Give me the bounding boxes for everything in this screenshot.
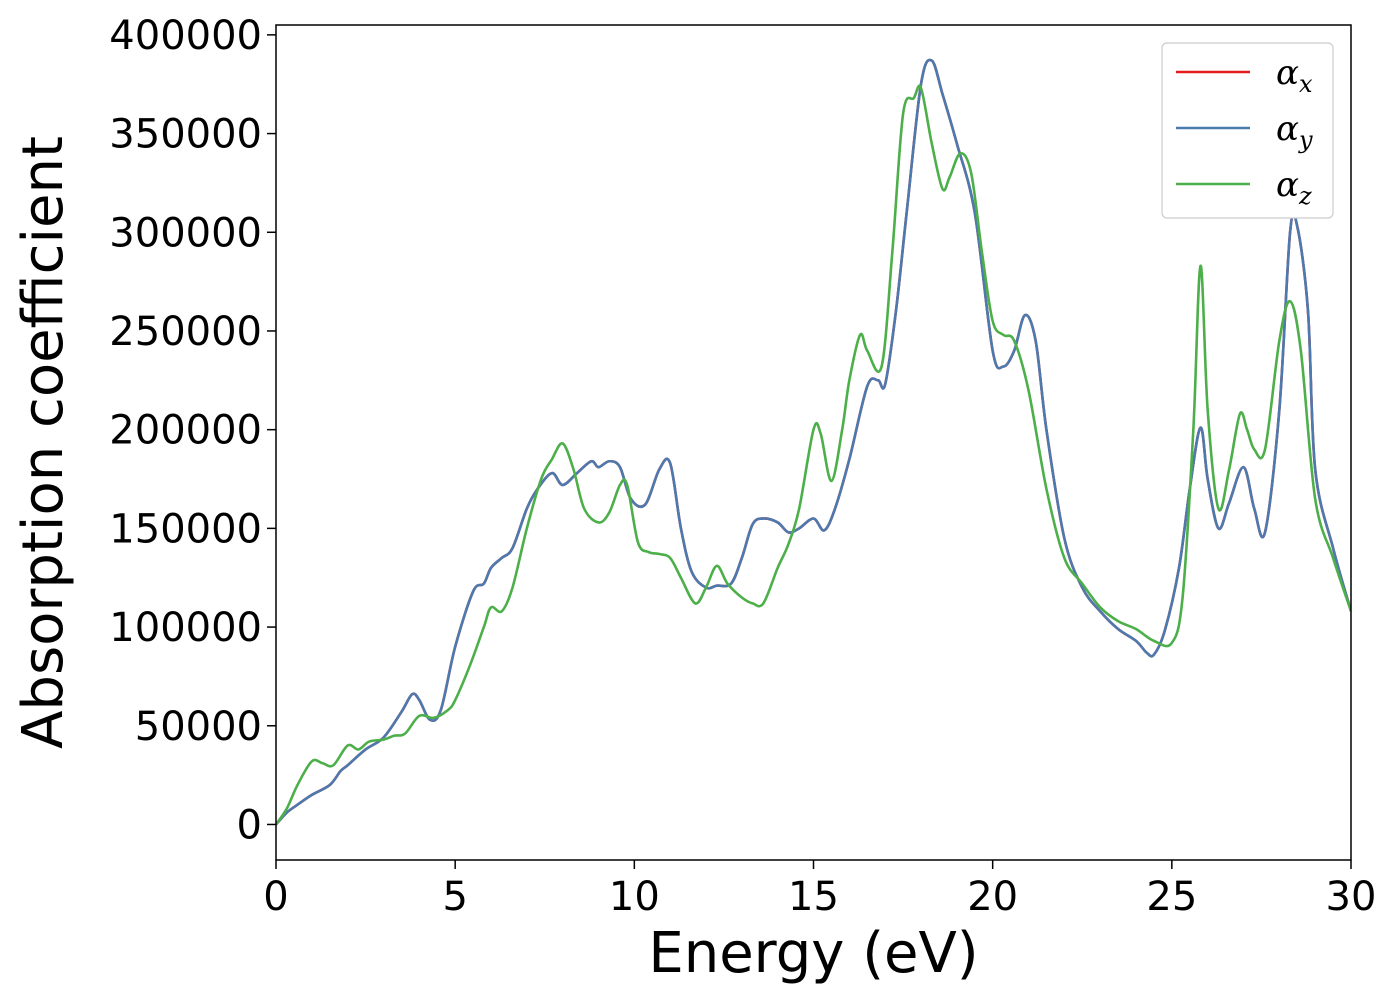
y-axis-title: Absorption coefficient <box>11 136 76 749</box>
x-tick-label: 20 <box>967 874 1018 920</box>
x-tick-label: 25 <box>1146 874 1197 920</box>
series-layer <box>276 58 1351 826</box>
x-tick-label: 5 <box>442 874 467 920</box>
y-tick-label: 200000 <box>109 408 262 454</box>
series-line-z <box>276 84 1351 826</box>
legend-label: αy <box>1276 109 1313 154</box>
x-axis-ticks: 0 5 10 15 20 25 30 <box>263 860 1376 920</box>
legend-item-z: αz <box>1176 165 1312 210</box>
y-tick-label: 0 <box>237 802 262 848</box>
legend-item-y: αy <box>1176 109 1313 154</box>
legend-box <box>1161 42 1334 219</box>
x-axis-title: Energy (eV) <box>648 921 978 986</box>
y-tick-label: 300000 <box>109 210 262 256</box>
legend: αx αy αz <box>1161 42 1334 219</box>
legend-label: αz <box>1276 165 1312 210</box>
x-tick-label: 10 <box>609 874 660 920</box>
series-line-y <box>276 58 1351 826</box>
y-tick-label: 400000 <box>109 13 262 59</box>
x-tick-label: 0 <box>263 874 288 920</box>
y-tick-label: 250000 <box>109 309 262 355</box>
y-axis-ticks: 0 50000 100000 150000 200000 250000 300000 3500… <box>109 13 276 848</box>
x-tick-label: 15 <box>788 874 839 920</box>
y-tick-label: 150000 <box>109 506 262 552</box>
y-tick-label: 100000 <box>109 605 262 651</box>
x-tick-label: 30 <box>1326 874 1377 920</box>
legend-item-x: αx <box>1176 53 1313 98</box>
y-tick-label: 50000 <box>135 704 262 750</box>
y-tick-label: 350000 <box>109 112 262 158</box>
legend-label: αx <box>1276 53 1313 98</box>
